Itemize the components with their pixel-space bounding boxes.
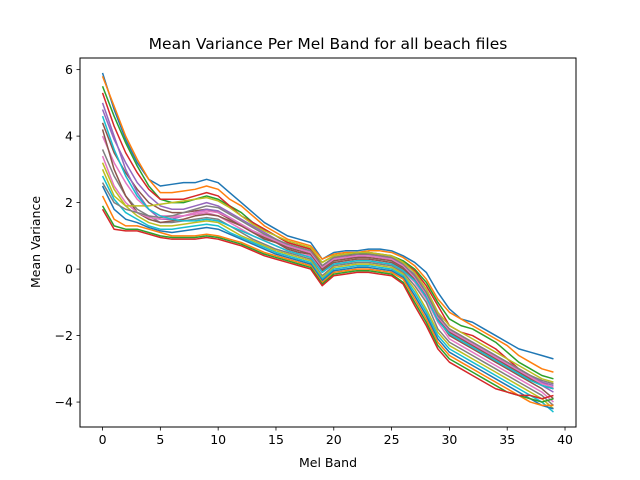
series-line-9 [101, 162, 554, 410]
series-layer [101, 72, 554, 413]
series-line-6 [101, 122, 554, 400]
series-line-1 [101, 72, 554, 360]
y-tick-label: 0 [65, 262, 73, 277]
series-line-14 [101, 208, 554, 400]
y-tick-label: 6 [65, 62, 73, 77]
series-line-13 [101, 205, 554, 403]
y-axis-ticks: −4 −2 0 2 4 6 [55, 62, 80, 410]
x-axis-label: Mel Band [299, 455, 357, 470]
x-tick-label: 25 [384, 432, 400, 447]
x-tick-label: 20 [326, 432, 342, 447]
series-line-11 [101, 185, 554, 410]
y-tick-label: 4 [65, 129, 73, 144]
x-tick-label: 15 [268, 432, 284, 447]
series-line-8 [101, 149, 554, 406]
y-axis-label: Mean Variance [28, 196, 43, 288]
x-tick-label: 40 [557, 432, 573, 447]
chart-title: Mean Variance Per Mel Band for all beach… [149, 35, 508, 53]
series-line-17 [101, 155, 554, 388]
series-line-19 [101, 169, 554, 383]
series-line-20 [101, 115, 554, 390]
y-tick-label: −4 [55, 395, 73, 410]
series-line-2 [101, 76, 554, 373]
series-line-12 [101, 195, 554, 407]
y-tick-label: −2 [55, 328, 73, 343]
x-tick-label: 35 [499, 432, 515, 447]
x-axis-ticks: 0 5 10 15 20 25 30 35 40 [99, 427, 573, 447]
series-line-10 [101, 175, 554, 413]
plot-frame [79, 57, 577, 428]
y-tick-label: 2 [65, 195, 73, 210]
series-line-18 [101, 182, 554, 385]
x-tick-label: 10 [210, 432, 226, 447]
x-tick-label: 0 [99, 432, 107, 447]
x-tick-label: 5 [156, 432, 164, 447]
x-tick-label: 30 [441, 432, 457, 447]
